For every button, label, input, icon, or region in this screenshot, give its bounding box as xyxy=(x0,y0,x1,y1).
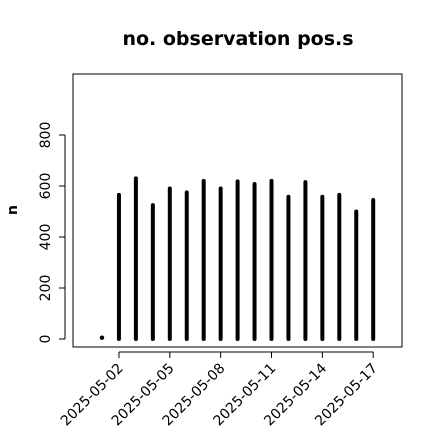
plot-frame xyxy=(72,73,403,348)
chart-title: no. observation pos.s xyxy=(122,28,353,50)
x-axis: 2025-05-022025-05-052025-05-082025-05-11… xyxy=(58,351,381,429)
y-tick-label: 800 xyxy=(38,122,54,149)
bar xyxy=(99,335,105,340)
y-axis-label: n xyxy=(5,205,21,215)
y-tick-label: 600 xyxy=(38,173,54,200)
bars-group xyxy=(99,176,376,341)
y-tick-label: 200 xyxy=(38,275,54,302)
y-tick-label: 0 xyxy=(38,335,54,344)
y-tick-label: 400 xyxy=(38,224,54,251)
y-axis: 0 200 400 600 800 xyxy=(38,122,66,344)
